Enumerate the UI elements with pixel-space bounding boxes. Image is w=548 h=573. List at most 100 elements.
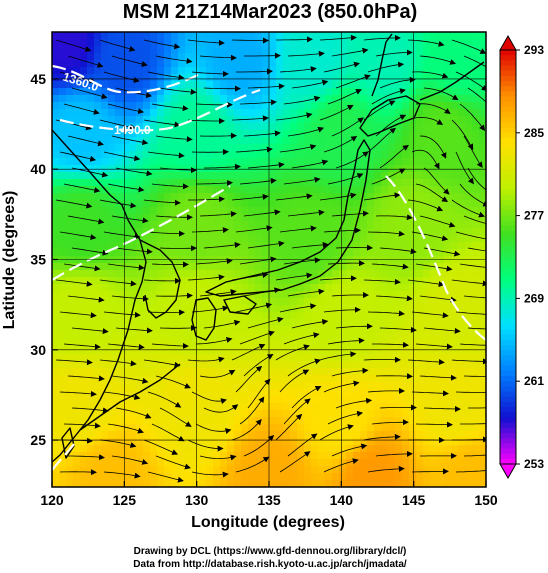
heat-cell: [416, 375, 424, 383]
heat-cell: [367, 74, 375, 82]
heat-cell: [269, 361, 277, 369]
heat-cell: [458, 473, 466, 481]
heat-cell: [423, 221, 431, 229]
heat-cell: [178, 389, 186, 397]
heat-cell: [122, 375, 130, 383]
heat-cell: [465, 480, 473, 487]
heat-cell: [178, 123, 186, 131]
heat-cell: [185, 270, 193, 278]
heat-cell: [87, 214, 95, 222]
heat-cell: [157, 116, 165, 124]
heat-cell: [290, 277, 298, 285]
colorbar-segment: [500, 407, 516, 413]
heat-cell: [339, 410, 347, 418]
heat-cell: [311, 81, 319, 89]
heat-cell: [479, 305, 486, 313]
heat-cell: [262, 200, 270, 208]
heat-cell: [150, 130, 158, 138]
heat-cell: [465, 235, 473, 243]
heat-cell: [192, 340, 200, 348]
heat-cell: [206, 361, 214, 369]
heat-cell: [220, 207, 228, 215]
heat-cell: [94, 438, 102, 446]
heat-cell: [409, 368, 417, 376]
heat-cell: [304, 116, 312, 124]
heat-cell: [304, 214, 312, 222]
heat-cell: [395, 424, 403, 432]
heat-cell: [129, 410, 137, 418]
heat-cell: [192, 158, 200, 166]
heat-cell: [346, 116, 354, 124]
heat-cell: [255, 32, 263, 40]
heat-cell: [171, 172, 179, 180]
heat-cell: [115, 347, 123, 355]
heat-cell: [283, 158, 291, 166]
streamline: [275, 272, 313, 281]
heat-cell: [115, 480, 123, 487]
heat-cell: [290, 312, 298, 320]
heat-cell: [402, 312, 410, 320]
heat-cell: [332, 375, 340, 383]
heat-cell: [388, 144, 396, 152]
heat-cell: [276, 53, 284, 61]
heat-cell: [269, 53, 277, 61]
heat-cell: [213, 249, 221, 257]
heat-cell: [311, 151, 319, 159]
heat-cell: [409, 445, 417, 453]
heat-cell: [423, 417, 431, 425]
heat-cell: [199, 452, 207, 460]
heat-cell: [59, 375, 67, 383]
heat-cell: [185, 305, 193, 313]
colorbar-segment: [500, 96, 516, 103]
streamline: [335, 397, 373, 409]
heat-cell: [262, 123, 270, 131]
heat-cell: [276, 333, 284, 341]
heat-cell: [479, 459, 486, 467]
heat-cell: [367, 305, 375, 313]
heat-cell: [185, 130, 193, 138]
heat-cell: [458, 438, 466, 446]
heat-cell: [430, 333, 438, 341]
heat-cell: [444, 151, 452, 159]
heat-cell: [479, 361, 486, 369]
heat-cell: [465, 424, 473, 432]
heat-cell: [472, 179, 480, 187]
heat-cell: [255, 473, 263, 481]
heat-cell: [472, 277, 480, 285]
streamline: [243, 209, 281, 217]
heat-cell: [255, 123, 263, 131]
heat-cell: [402, 333, 410, 341]
heat-cell: [332, 291, 340, 299]
heat-cell: [192, 102, 200, 110]
heat-cell: [143, 32, 151, 40]
heat-cell: [451, 179, 459, 187]
heat-cell: [395, 214, 403, 222]
heat-cell: [339, 144, 347, 152]
heat-cell: [283, 228, 291, 236]
streamline: [327, 260, 365, 267]
heat-cell: [367, 424, 375, 432]
heat-cell: [199, 466, 207, 474]
streamline: [319, 351, 357, 361]
heat-cell: [437, 340, 445, 348]
heat-cell: [73, 130, 81, 138]
heat-cell: [388, 312, 396, 320]
heat-cell: [115, 291, 123, 299]
heat-cell: [108, 277, 116, 285]
heat-cell: [402, 403, 410, 411]
heat-cell: [59, 424, 67, 432]
heat-cell: [465, 60, 473, 68]
heat-cell: [115, 32, 123, 40]
heat-cell: [304, 459, 312, 467]
streamline: [199, 211, 237, 217]
heat-cell: [269, 60, 277, 68]
heat-cell: [479, 81, 486, 89]
heat-cell: [416, 263, 424, 271]
colorbar-segment: [500, 127, 516, 134]
heat-cell: [150, 445, 158, 453]
heat-cell: [430, 375, 438, 383]
heat-cell: [346, 67, 354, 75]
heat-cell: [73, 417, 81, 425]
heat-cell: [360, 354, 368, 362]
heat-cell: [430, 144, 438, 152]
